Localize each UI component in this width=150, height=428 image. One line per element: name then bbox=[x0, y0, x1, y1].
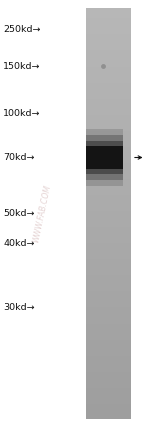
Text: 30kd→: 30kd→ bbox=[3, 303, 35, 312]
Bar bbox=[86, 129, 123, 187]
Text: 40kd→: 40kd→ bbox=[3, 239, 34, 249]
Text: 250kd→: 250kd→ bbox=[3, 24, 40, 34]
Text: WWW.FAB.COM: WWW.FAB.COM bbox=[32, 184, 52, 244]
Text: 50kd→: 50kd→ bbox=[3, 208, 34, 218]
Text: 100kd→: 100kd→ bbox=[3, 109, 40, 118]
Bar bbox=[86, 135, 123, 180]
Bar bbox=[86, 141, 123, 175]
Text: 70kd→: 70kd→ bbox=[3, 153, 34, 162]
Bar bbox=[86, 146, 123, 169]
Text: 150kd→: 150kd→ bbox=[3, 62, 40, 71]
